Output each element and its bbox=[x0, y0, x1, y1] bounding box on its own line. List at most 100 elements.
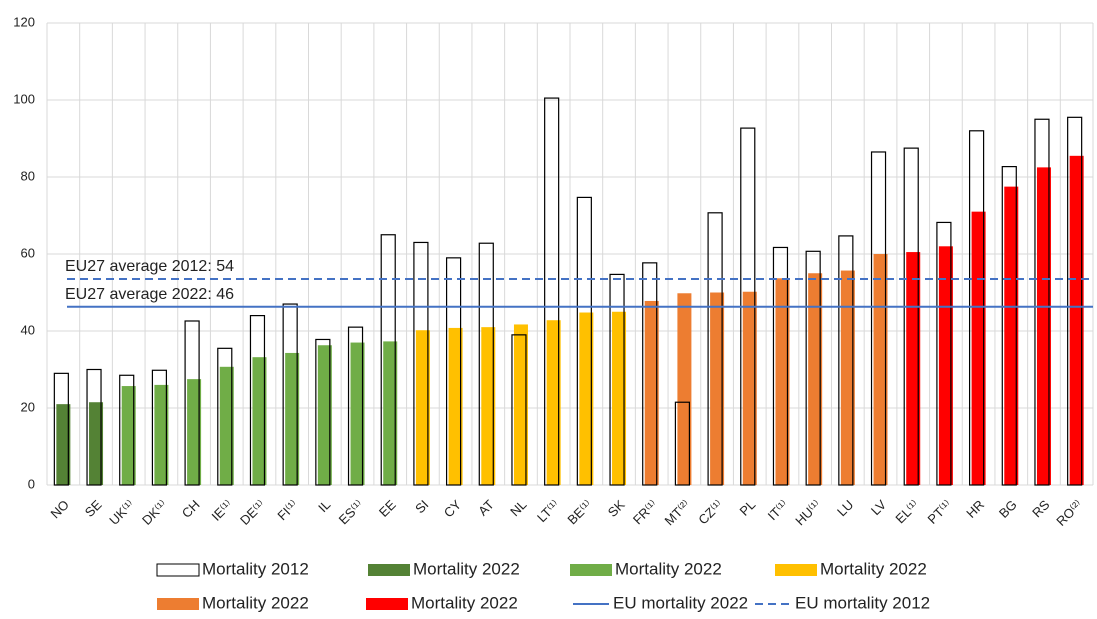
bar bbox=[808, 273, 823, 485]
bar-outline bbox=[642, 262, 658, 486]
bar-outline bbox=[968, 130, 985, 486]
y-tick-label: 0 bbox=[28, 476, 35, 491]
y-tick-label: 60 bbox=[21, 245, 35, 260]
x-tick-label: LV bbox=[868, 497, 889, 518]
bar-outline bbox=[347, 326, 364, 486]
bar bbox=[56, 404, 71, 485]
legend-swatch bbox=[368, 564, 410, 576]
legend-swatch bbox=[570, 564, 612, 576]
x-tick-label: ES⁽¹⁾ bbox=[336, 497, 366, 527]
bar bbox=[840, 270, 855, 485]
x-tick-label: BG bbox=[996, 497, 1020, 521]
bar-outline bbox=[903, 147, 919, 486]
bar bbox=[513, 324, 528, 485]
bar-outline bbox=[772, 246, 789, 486]
bar bbox=[906, 252, 921, 485]
bar bbox=[285, 352, 300, 485]
legend-label: Mortality 2022 bbox=[413, 559, 520, 578]
annotation: EU27 average 2012: 54 bbox=[65, 258, 234, 275]
x-tick-label: CY bbox=[441, 497, 465, 521]
legend-label: EU mortality 2022 bbox=[613, 593, 748, 612]
x-tick-label: DK⁽¹⁾ bbox=[139, 497, 170, 528]
bar-outline bbox=[609, 273, 625, 486]
x-tick-label: HU⁽¹⁾ bbox=[792, 497, 823, 528]
bar-outline bbox=[53, 372, 69, 486]
bar-outline bbox=[707, 212, 723, 486]
x-tick-label: IE⁽¹⁾ bbox=[208, 497, 235, 524]
bar-outline bbox=[380, 234, 396, 486]
x-tick-label: IT⁽¹⁾ bbox=[765, 497, 791, 523]
bar-outline bbox=[544, 97, 560, 486]
bar bbox=[154, 384, 169, 485]
bar bbox=[448, 327, 463, 485]
legend-label: EU mortality 2012 bbox=[795, 593, 930, 612]
legend-swatch bbox=[156, 563, 200, 577]
x-tick-label: LT⁽¹⁾ bbox=[534, 497, 562, 525]
bar bbox=[89, 402, 104, 485]
x-tick-label: LU bbox=[834, 497, 856, 519]
legend-swatch bbox=[366, 598, 408, 610]
bar-outline bbox=[511, 334, 527, 486]
bar bbox=[383, 341, 398, 485]
bar bbox=[742, 291, 757, 485]
x-tick-label: AT bbox=[475, 497, 497, 519]
x-tick-label: EL⁽¹⁾ bbox=[892, 497, 921, 526]
x-tick-label: FI⁽¹⁾ bbox=[274, 497, 300, 523]
x-tick-label: SK bbox=[605, 497, 628, 520]
bar bbox=[415, 330, 430, 485]
bar-outline bbox=[445, 257, 462, 486]
bar-outline bbox=[119, 374, 135, 486]
bar-outline bbox=[936, 221, 952, 486]
bar bbox=[481, 327, 496, 485]
bar bbox=[219, 366, 234, 485]
legend-label: Mortality 2022 bbox=[411, 593, 518, 612]
y-tick-label: 80 bbox=[21, 168, 35, 183]
bar bbox=[252, 357, 267, 485]
x-tick-label: UK⁽¹⁾ bbox=[106, 497, 137, 528]
x-tick-label: NL bbox=[507, 497, 529, 519]
bar-outline bbox=[805, 250, 821, 486]
x-tick-label: PL bbox=[736, 497, 758, 519]
x-tick-label: RO⁽²⁾ bbox=[1053, 497, 1085, 529]
bar bbox=[644, 300, 659, 485]
bar-outline bbox=[1067, 116, 1083, 486]
bar bbox=[187, 379, 202, 485]
legend-label: Mortality 2012 bbox=[202, 559, 309, 578]
legend-swatch bbox=[157, 598, 199, 610]
bar-outline bbox=[184, 320, 200, 486]
y-tick-label: 100 bbox=[13, 91, 35, 106]
x-tick-label: RS bbox=[1029, 497, 1053, 521]
legend-label: Mortality 2022 bbox=[202, 593, 309, 612]
bar-outline bbox=[576, 196, 592, 486]
bar bbox=[579, 312, 594, 485]
bar-outline bbox=[413, 241, 429, 486]
bar bbox=[775, 278, 790, 485]
bar-outline bbox=[249, 315, 266, 486]
bar-outline bbox=[870, 151, 887, 486]
x-tick-label: PT⁽¹⁾ bbox=[925, 497, 955, 527]
x-tick-label: HR bbox=[963, 497, 987, 521]
bar-outline bbox=[478, 242, 494, 486]
bar-outline bbox=[674, 401, 691, 486]
bar bbox=[317, 345, 332, 485]
x-tick-label: CH bbox=[179, 497, 203, 521]
bar bbox=[121, 386, 136, 485]
bar bbox=[350, 342, 365, 485]
bar-outline bbox=[1001, 166, 1017, 486]
bar-outline bbox=[151, 369, 168, 486]
x-tick-label: DE⁽¹⁾ bbox=[237, 497, 268, 528]
bar bbox=[710, 292, 725, 485]
x-tick-label: SE bbox=[82, 497, 105, 520]
bar-outline bbox=[282, 303, 298, 486]
legend-label: Mortality 2022 bbox=[615, 559, 722, 578]
bar bbox=[1069, 155, 1084, 485]
y-tick-label: 120 bbox=[13, 14, 35, 29]
bar bbox=[873, 254, 888, 485]
x-tick-label: SI bbox=[412, 497, 431, 516]
bar-outline bbox=[1034, 118, 1050, 486]
legend-label: Mortality 2022 bbox=[820, 559, 927, 578]
x-tick-label: CZ⁽¹⁾ bbox=[695, 497, 725, 527]
x-tick-label: IL bbox=[315, 497, 333, 515]
legend-swatch bbox=[775, 564, 817, 576]
